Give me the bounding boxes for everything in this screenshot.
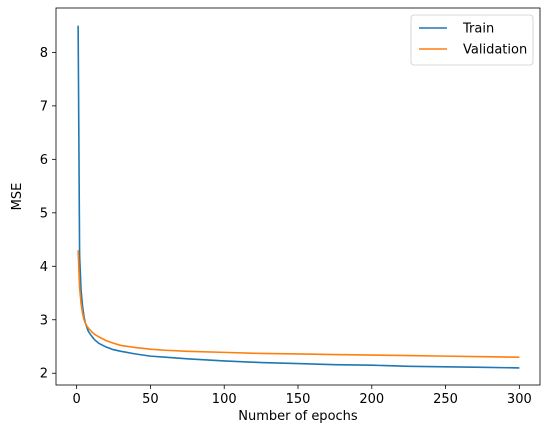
x-axis-ticks: 0 50 100 150 200 250 300 — [73, 385, 532, 407]
x-axis-label: Number of epochs — [238, 409, 358, 424]
x-tick-label: 200 — [359, 392, 384, 407]
legend-label-validation: Validation — [463, 43, 527, 58]
y-tick-label: 6 — [40, 153, 48, 168]
series-group — [77, 25, 520, 369]
y-tick-label: 4 — [40, 260, 48, 275]
x-tick-label: 300 — [507, 392, 532, 407]
legend-label-train: Train — [462, 22, 494, 37]
y-tick-label: 7 — [40, 99, 48, 114]
x-tick-label: 250 — [433, 392, 458, 407]
x-tick-label: 100 — [212, 392, 237, 407]
y-tick-label: 2 — [40, 367, 48, 382]
y-tick-label: 3 — [40, 313, 48, 328]
x-tick-label: 0 — [73, 392, 81, 407]
y-axis-ticks: 2 3 4 5 6 7 8 — [40, 46, 56, 382]
y-axis-label: MSE — [10, 183, 25, 211]
y-tick-label: 8 — [40, 46, 48, 61]
series-line-validation — [77, 250, 520, 358]
x-tick-label: 150 — [286, 392, 311, 407]
x-tick-label: 50 — [142, 392, 159, 407]
series-line-train — [77, 25, 520, 369]
legend: Train Validation — [410, 14, 534, 66]
y-tick-label: 5 — [40, 206, 48, 221]
